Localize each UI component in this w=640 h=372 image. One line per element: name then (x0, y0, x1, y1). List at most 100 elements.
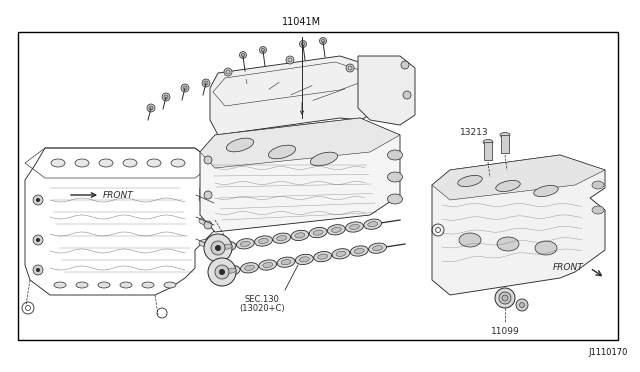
Ellipse shape (328, 225, 345, 235)
Ellipse shape (387, 150, 403, 160)
Ellipse shape (349, 224, 360, 230)
Ellipse shape (592, 181, 604, 189)
Circle shape (502, 295, 508, 301)
Ellipse shape (368, 222, 378, 227)
Ellipse shape (387, 194, 403, 204)
Ellipse shape (259, 260, 276, 270)
Circle shape (224, 68, 232, 76)
Circle shape (219, 269, 225, 275)
Circle shape (147, 104, 155, 112)
Ellipse shape (241, 241, 250, 246)
FancyBboxPatch shape (484, 142, 492, 160)
Ellipse shape (500, 132, 510, 138)
Ellipse shape (123, 159, 137, 167)
Ellipse shape (459, 233, 481, 247)
Circle shape (300, 41, 307, 48)
Ellipse shape (98, 282, 110, 288)
Circle shape (208, 258, 236, 286)
Ellipse shape (592, 206, 604, 214)
Text: 13213: 13213 (460, 128, 488, 137)
Ellipse shape (268, 145, 296, 159)
Ellipse shape (309, 227, 327, 238)
Polygon shape (210, 56, 390, 135)
Ellipse shape (350, 246, 368, 256)
Ellipse shape (364, 219, 381, 229)
Ellipse shape (222, 266, 240, 276)
Ellipse shape (534, 186, 558, 196)
Ellipse shape (199, 218, 211, 224)
Ellipse shape (226, 268, 236, 273)
Circle shape (33, 265, 43, 275)
Circle shape (36, 268, 40, 272)
Ellipse shape (535, 241, 557, 255)
Text: FRONT: FRONT (103, 190, 134, 199)
Ellipse shape (236, 239, 254, 249)
Ellipse shape (496, 180, 520, 192)
Ellipse shape (277, 257, 295, 267)
Circle shape (36, 238, 40, 242)
Ellipse shape (259, 238, 268, 244)
Ellipse shape (314, 251, 332, 262)
Ellipse shape (75, 159, 89, 167)
Circle shape (33, 235, 43, 245)
Ellipse shape (142, 282, 154, 288)
Ellipse shape (171, 159, 185, 167)
Circle shape (376, 78, 384, 86)
Circle shape (259, 46, 266, 54)
Polygon shape (432, 155, 605, 200)
Circle shape (204, 221, 212, 229)
Text: 11099: 11099 (491, 327, 520, 336)
Circle shape (499, 292, 511, 304)
Polygon shape (200, 118, 400, 168)
Ellipse shape (263, 262, 273, 267)
Ellipse shape (51, 159, 65, 167)
Circle shape (181, 84, 189, 92)
Circle shape (319, 38, 326, 45)
Ellipse shape (483, 140, 493, 144)
Ellipse shape (317, 254, 328, 259)
FancyBboxPatch shape (501, 135, 509, 153)
Circle shape (516, 299, 528, 311)
Circle shape (202, 79, 210, 87)
Ellipse shape (336, 251, 346, 256)
Ellipse shape (227, 138, 253, 152)
Ellipse shape (387, 172, 403, 182)
Circle shape (401, 61, 409, 69)
Ellipse shape (218, 241, 236, 252)
Ellipse shape (120, 282, 132, 288)
Circle shape (495, 288, 515, 308)
Ellipse shape (241, 263, 259, 273)
Circle shape (36, 198, 40, 202)
Ellipse shape (296, 254, 313, 264)
Ellipse shape (147, 159, 161, 167)
Ellipse shape (222, 244, 232, 249)
Circle shape (204, 156, 212, 164)
Ellipse shape (276, 235, 287, 241)
Circle shape (215, 265, 229, 279)
Ellipse shape (54, 282, 66, 288)
Ellipse shape (497, 237, 519, 251)
Ellipse shape (332, 248, 350, 259)
Text: J1110170: J1110170 (589, 348, 628, 357)
Ellipse shape (355, 248, 364, 254)
Circle shape (286, 56, 294, 64)
Ellipse shape (310, 152, 338, 166)
Ellipse shape (199, 240, 211, 247)
Ellipse shape (332, 227, 341, 232)
Circle shape (520, 302, 525, 308)
Ellipse shape (300, 257, 309, 262)
Circle shape (403, 91, 411, 99)
Polygon shape (358, 56, 415, 125)
Circle shape (33, 195, 43, 205)
Circle shape (239, 51, 246, 58)
Text: SEC.130: SEC.130 (244, 295, 280, 304)
Ellipse shape (313, 230, 323, 235)
Circle shape (346, 64, 354, 72)
Text: FRONT: FRONT (553, 263, 584, 273)
Circle shape (204, 234, 232, 262)
Circle shape (162, 93, 170, 101)
Ellipse shape (164, 282, 176, 288)
Text: 11041M: 11041M (282, 17, 321, 27)
Ellipse shape (346, 222, 364, 232)
Circle shape (215, 245, 221, 251)
